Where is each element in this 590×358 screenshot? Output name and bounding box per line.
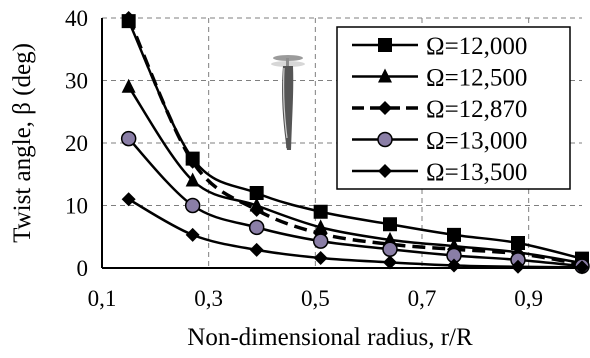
legend-entry: Ω=12,870 <box>426 96 527 123</box>
x-tick-label: 0,5 <box>301 286 330 311</box>
series-5 <box>121 192 589 275</box>
blade-image <box>271 55 305 150</box>
data-point-circle <box>377 131 393 148</box>
data-point-diamond <box>121 192 136 207</box>
x-tick-label: 0,1 <box>88 286 117 311</box>
data-point-square <box>383 217 397 232</box>
y-tick-label: 0 <box>77 256 89 281</box>
series-line <box>127 17 583 266</box>
legend-entry: Ω=13,500 <box>426 159 527 186</box>
data-point-diamond <box>249 242 264 257</box>
data-point-diamond <box>249 202 264 217</box>
data-point-circle <box>312 233 329 249</box>
data-point-circle <box>248 219 265 236</box>
legend-entry: Ω=12,000 <box>426 33 527 60</box>
data-point-square <box>249 186 264 200</box>
y-tick-label: 30 <box>65 69 88 94</box>
data-point-triangle <box>313 219 328 234</box>
data-point-triangle <box>121 78 136 93</box>
data-point-circle <box>120 130 137 147</box>
legend-entry: Ω=12,500 <box>426 65 527 92</box>
data-point-diamond <box>378 101 392 115</box>
data-point-triangle <box>185 172 200 187</box>
x-tick-label: 0,7 <box>408 286 437 311</box>
data-point-diamond <box>121 11 136 25</box>
data-point-diamond <box>185 227 200 242</box>
data-point-square <box>378 38 392 52</box>
data-point-square <box>511 236 525 250</box>
data-point-circle <box>382 241 398 257</box>
data-point-triangle <box>378 68 392 83</box>
y-tick-label: 40 <box>65 6 88 31</box>
ticks-layer: 0,1 0,3 0,5 0,7 0,9 0 10 20 30 40 <box>65 6 543 311</box>
x-tick-label: 0,9 <box>514 286 543 311</box>
y-axis-label: Twist angle, β (deg) <box>9 43 36 243</box>
legend-entry: Ω=13,000 <box>426 128 527 155</box>
x-axis-label: Non-dimensional radius, r/R <box>187 324 473 351</box>
x-tick-label: 0,3 <box>194 286 223 311</box>
data-point-diamond <box>378 164 392 178</box>
data-point-diamond <box>511 259 525 274</box>
axes-layer <box>101 18 582 269</box>
data-point-diamond <box>185 154 200 169</box>
data-point-circle <box>184 197 201 214</box>
data-point-square <box>447 227 461 242</box>
data-point-square <box>313 204 328 219</box>
legend: Ω=12,000 Ω=12,500 Ω=12,870 Ω=13,000 Ω=13,500 <box>336 26 571 190</box>
series-layer <box>120 11 590 275</box>
y-tick-label: 20 <box>65 131 88 156</box>
data-point-diamond <box>383 255 397 270</box>
data-point-diamond <box>313 251 328 265</box>
y-tick-label: 10 <box>65 194 88 219</box>
